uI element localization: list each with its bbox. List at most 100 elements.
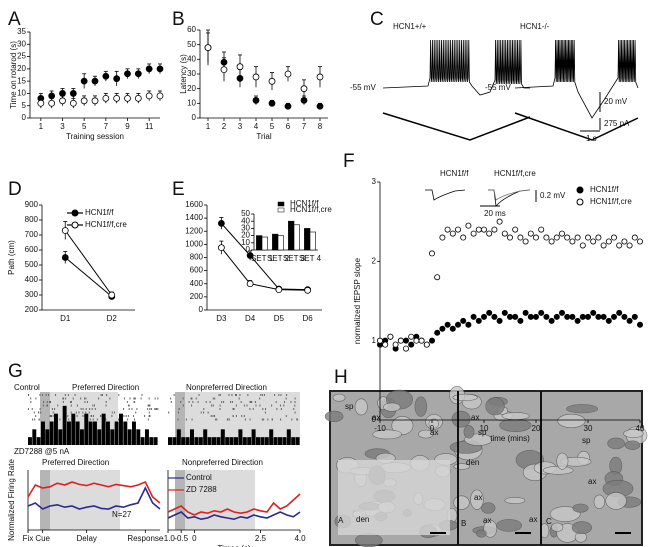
annotation: HCN1f/f,cre [494, 169, 536, 178]
raster-tick [98, 397, 100, 400]
raster-tick [59, 418, 61, 421]
data-point [585, 234, 592, 241]
histogram-bar [149, 437, 154, 445]
scale-label: 20 mV [604, 97, 628, 106]
x-tick-label: D2 [107, 314, 118, 323]
x-tick-label: 3 [60, 122, 65, 131]
raster-tick [101, 394, 103, 396]
raster-tick [76, 404, 78, 407]
raster-tick [232, 415, 234, 417]
raster-tick [64, 394, 66, 396]
raster-tick [215, 418, 217, 421]
raster-tick [105, 404, 107, 407]
annotation: 0.2 mV [540, 191, 566, 200]
raster-tick [34, 418, 36, 421]
annotation: N=27 [112, 510, 132, 519]
data-point [491, 313, 498, 320]
raster-tick [106, 394, 108, 396]
legend-marker [576, 198, 584, 206]
bar [304, 228, 311, 251]
data-point [102, 94, 110, 102]
histogram-bar [54, 413, 58, 445]
y-tick-label: 200 [190, 292, 204, 301]
raster-tick [192, 401, 194, 403]
x-tick-label: D6 [303, 314, 314, 323]
legend-label: ZD 7288 [186, 485, 217, 494]
bar [288, 220, 295, 251]
histogram-bar [251, 429, 256, 445]
raster-tick [200, 411, 202, 414]
structure-label: A [338, 516, 344, 525]
scale-bar [515, 532, 531, 534]
data-point [300, 97, 308, 104]
x-tick-label: 3 [238, 122, 243, 131]
data-point [61, 227, 69, 234]
data-point [574, 317, 581, 324]
x-axis-label: time (mins) [490, 434, 530, 443]
structure-label: ax [588, 477, 596, 486]
raster-tick [62, 397, 64, 400]
raster-tick [241, 415, 243, 417]
raster-tick [30, 401, 32, 403]
x-tick-label: D3 [216, 314, 227, 323]
data-line [64, 230, 113, 296]
raster-tick [170, 401, 172, 403]
raster-tick [246, 404, 248, 407]
y-axis-label: Normalized Firing Rate [7, 459, 16, 541]
raster-tick [134, 397, 136, 400]
data-point [501, 309, 508, 316]
panel-h: H [324, 367, 648, 547]
scale-label: 275 pA [604, 119, 630, 128]
y-tick-label: 60 [187, 25, 196, 34]
data-point [590, 309, 597, 316]
raster-tick [30, 397, 32, 400]
histogram-bar [84, 413, 89, 445]
cue-shade [175, 470, 185, 530]
histogram-bar [32, 429, 37, 445]
raster-tick [228, 394, 230, 396]
y-tick-label: 3 [372, 177, 377, 186]
y-tick-label: 0 [372, 415, 377, 424]
y-tick-label: 1400 [185, 213, 203, 222]
histogram-bar [172, 437, 177, 445]
raster-tick [141, 394, 143, 396]
raster-tick [127, 415, 129, 417]
y-tick-label: 1 [372, 336, 377, 345]
data-point [569, 238, 576, 245]
x-tick-label: SET 4 [299, 254, 322, 263]
data-point [444, 226, 451, 233]
data-point [124, 94, 131, 102]
raster-tick [198, 394, 200, 396]
membrane [383, 402, 401, 412]
x-tick-label: SET 2 [267, 254, 290, 263]
data-point [475, 317, 482, 324]
data-point [465, 222, 472, 229]
x-tick-label: 0 [192, 534, 197, 543]
raster-tick [284, 401, 286, 403]
raster-tick [82, 408, 84, 410]
histogram-bar [225, 437, 230, 445]
x-tick-label: Delay [76, 534, 96, 543]
y-tick-label: 20 [241, 231, 250, 240]
structure-label: sp [582, 436, 591, 445]
raster-tick [170, 397, 172, 400]
raster-tick [285, 397, 287, 400]
raster-tick [76, 415, 78, 417]
raster-tick [148, 397, 150, 400]
bar [309, 231, 316, 251]
x-axis-label: Times (s) [217, 544, 250, 547]
data-point [236, 63, 244, 71]
y-tick-label: 20 [187, 84, 196, 93]
data-point [616, 309, 623, 316]
y-tick-label: 10 [241, 238, 250, 247]
raster-tick [69, 401, 71, 403]
data-point [486, 309, 493, 316]
annotation: ZD7288 @5 nA [14, 447, 70, 456]
membrane [593, 494, 606, 509]
annotation: 20 ms [484, 209, 506, 218]
x-tick-label: Response [127, 534, 164, 543]
raster-tick [134, 397, 136, 400]
data-point [316, 102, 324, 110]
data-point [506, 234, 513, 241]
x-tick-label: -1.0 [161, 534, 175, 543]
